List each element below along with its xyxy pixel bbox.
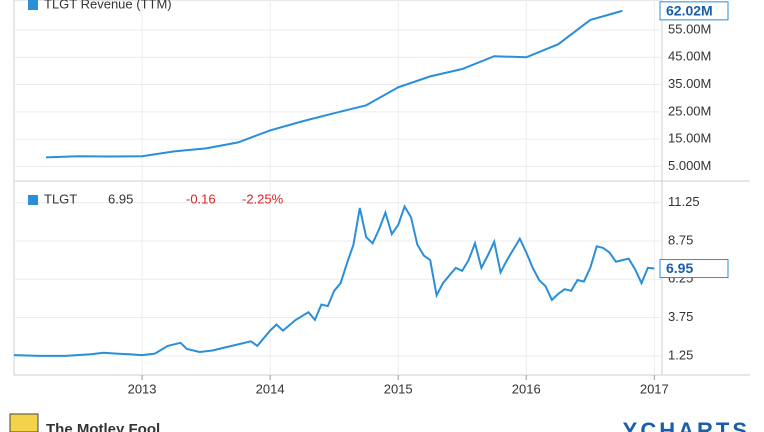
series-line	[13, 204, 655, 357]
y-tick-label: 3.75	[668, 309, 693, 324]
footer-left: The Motley Fool	[46, 421, 160, 432]
y-tick-label: 15.00M	[668, 131, 711, 146]
last-value-label: 6.95	[666, 260, 693, 276]
y-tick-label: 11.25	[668, 194, 700, 209]
y-tick-label: 25.00M	[668, 103, 711, 118]
footer-right: YCHARTS	[623, 418, 750, 432]
x-tick-label: 2015	[384, 381, 413, 396]
y-tick-label: 5.000M	[668, 158, 711, 173]
y-tick-label: 35.00M	[668, 76, 711, 91]
legend-change: -0.16	[186, 191, 216, 206]
x-tick-label: 2013	[128, 381, 157, 396]
y-tick-label: 45.00M	[668, 49, 711, 64]
legend-change-pct: -2.25%	[242, 191, 284, 206]
y-tick-label: 55.00M	[668, 21, 711, 36]
legend-value: 6.95	[108, 191, 133, 206]
legend-label: TLGT Revenue (TTM)	[44, 0, 172, 11]
x-tick-label: 2016	[512, 381, 541, 396]
series-line	[45, 9, 623, 159]
x-tick-label: 2014	[256, 381, 285, 396]
last-value-flag	[659, 259, 729, 279]
y-tick-label: 8.75	[668, 232, 693, 247]
y-tick-label: 1.25	[668, 347, 693, 362]
last-value-flag	[659, 1, 729, 21]
last-value-label: 62.02M	[666, 3, 713, 19]
x-tick-label: 2017	[640, 381, 669, 396]
legend-label: TLGT	[44, 191, 77, 206]
legend-swatch	[28, 195, 38, 205]
legend-swatch	[28, 0, 38, 10]
footer-logo	[9, 413, 39, 432]
